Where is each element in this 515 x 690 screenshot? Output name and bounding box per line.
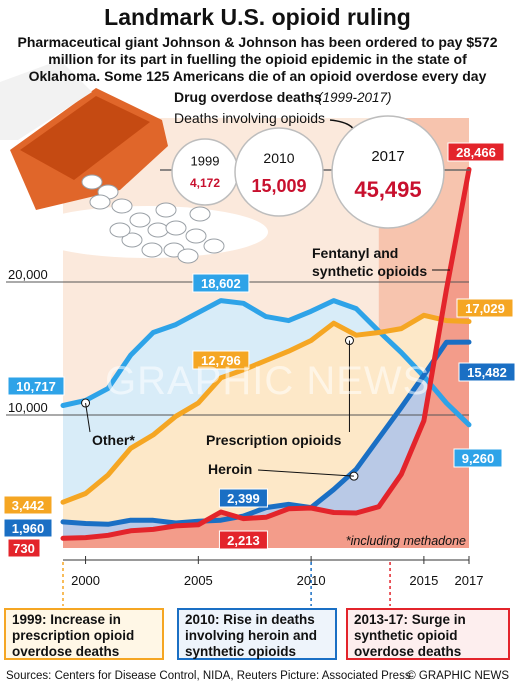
other-peak-label-box: [192, 273, 250, 293]
series-line-fentanyl-and-synthetic-opioids: [60, 166, 472, 541]
x-tick-label: 2000: [71, 573, 100, 588]
year-circle-1999: [171, 138, 239, 206]
prescription-start-label-box: [3, 495, 53, 515]
y-tick-label: 10,000: [8, 400, 48, 415]
fentanyl-series-label-line1: Fentanyl and: [312, 245, 398, 261]
annotation-1999: 1999: Increase in prescription opioid ov…: [4, 608, 164, 660]
pill-tablet-icon: [111, 198, 133, 214]
year-circle-2010: [234, 127, 324, 217]
other-end-label: 9,260: [462, 451, 495, 466]
annotation-2013-17: 2013-17: Surge in synthetic opioid overd…: [346, 608, 510, 660]
other-callout-line: [85, 402, 91, 433]
footnote: *including methadone: [346, 534, 466, 548]
other-end-label-box: [453, 448, 503, 468]
chart-heading-years: (1999-2017): [318, 90, 392, 105]
heroin-callout-line: [257, 469, 354, 477]
fentanyl-start-label: 730: [13, 541, 35, 556]
year-circle-2017: [331, 115, 445, 229]
chart-heading: Drug overdose deaths: [174, 89, 322, 105]
pill-tablet-icon: [189, 206, 211, 222]
circle-value-2010: 15,009: [251, 176, 306, 196]
pill-tablet-icon: [81, 174, 103, 190]
prescription-series-label: Prescription opioids: [206, 432, 342, 448]
pill-bottle-inner: [20, 96, 150, 180]
other-peak-label: 18,602: [201, 276, 241, 291]
circle-year-2010: 2010: [263, 150, 294, 166]
watermark-text: GRAPHIC NEWS: [105, 359, 430, 403]
fentanyl-end-label-box: [447, 142, 505, 162]
fentanyl-series-label-line2: synthetic opioids: [312, 263, 427, 279]
pill-tablet-icon: [89, 194, 111, 210]
pill-tablet-icon: [177, 248, 199, 264]
prescription-start-label: 3,442: [12, 498, 45, 513]
page-subtitle: Pharmaceutical giant Johnson & Johnson h…: [17, 34, 498, 84]
pill-tablet-icon: [121, 232, 143, 248]
circle-year-2017: 2017: [371, 148, 404, 165]
other-start-label-box: [7, 376, 65, 396]
pill-tablet-icon: [155, 202, 177, 218]
pill-tablet-icon: [129, 212, 151, 228]
pill-tablet-icon: [165, 220, 187, 236]
heroin-start-label: 1,960: [12, 521, 45, 536]
heroin-end-label-box: [458, 362, 515, 382]
circle-year-1999: 1999: [191, 153, 220, 168]
circles-caption: Deaths involving opioids: [174, 110, 325, 126]
page-title: Landmark U.S. opioid ruling: [104, 4, 411, 30]
fentanyl-start-label-box: [7, 538, 41, 558]
pill-tablet-icon: [203, 238, 225, 254]
other-series-label: Other*: [92, 432, 135, 448]
circle-value-2017: 45,495: [354, 177, 421, 202]
circle-value-1999: 4,172: [190, 176, 220, 190]
heroin-start-label-box: [3, 518, 53, 538]
x-tick-label: 2015: [409, 573, 438, 588]
series-line-other-: [60, 298, 472, 428]
heroin-peak-label-box: [218, 488, 268, 508]
brand-credit: © GRAPHIC NEWS: [407, 670, 509, 682]
prescription-end-label: 17,029: [465, 301, 505, 316]
x-tick-label: 2005: [184, 573, 213, 588]
series-line-heroin: [60, 339, 472, 527]
x-tick-label: 2017: [455, 573, 484, 588]
pill-tablet-icon: [185, 228, 207, 244]
prescription-peak-label-box: [192, 350, 250, 370]
fentanyl-peak-label-box: [218, 530, 268, 550]
pill-tablet-icon: [141, 242, 163, 258]
prescription-end-label-box: [456, 298, 514, 318]
annotation-2010: 2010: Rise in deaths involving heroin an…: [177, 608, 337, 660]
heroin-end-label: 15,482: [467, 365, 507, 380]
sources-text: Sources: Centers for Disease Control, NI…: [6, 670, 411, 682]
y-tick-label: 20,000: [8, 267, 48, 282]
fentanyl-area-fill: [63, 169, 469, 548]
fentanyl-peak-label: 2,213: [227, 533, 260, 548]
series-line-prescription-opioids: [60, 312, 472, 505]
fentanyl-end-label: 28,466: [456, 145, 496, 160]
prescription-peak-label: 12,796: [201, 353, 241, 368]
other-start-label: 10,717: [16, 379, 56, 394]
heroin-area-fill: [63, 342, 469, 548]
pill-bottle-label-icon: [0, 60, 92, 140]
heroin-peak-label: 2,399: [227, 491, 260, 506]
pill-tablet-icon: [147, 222, 169, 238]
heroin-series-label: Heroin: [208, 461, 252, 477]
pill-tablet-icon: [109, 222, 131, 238]
